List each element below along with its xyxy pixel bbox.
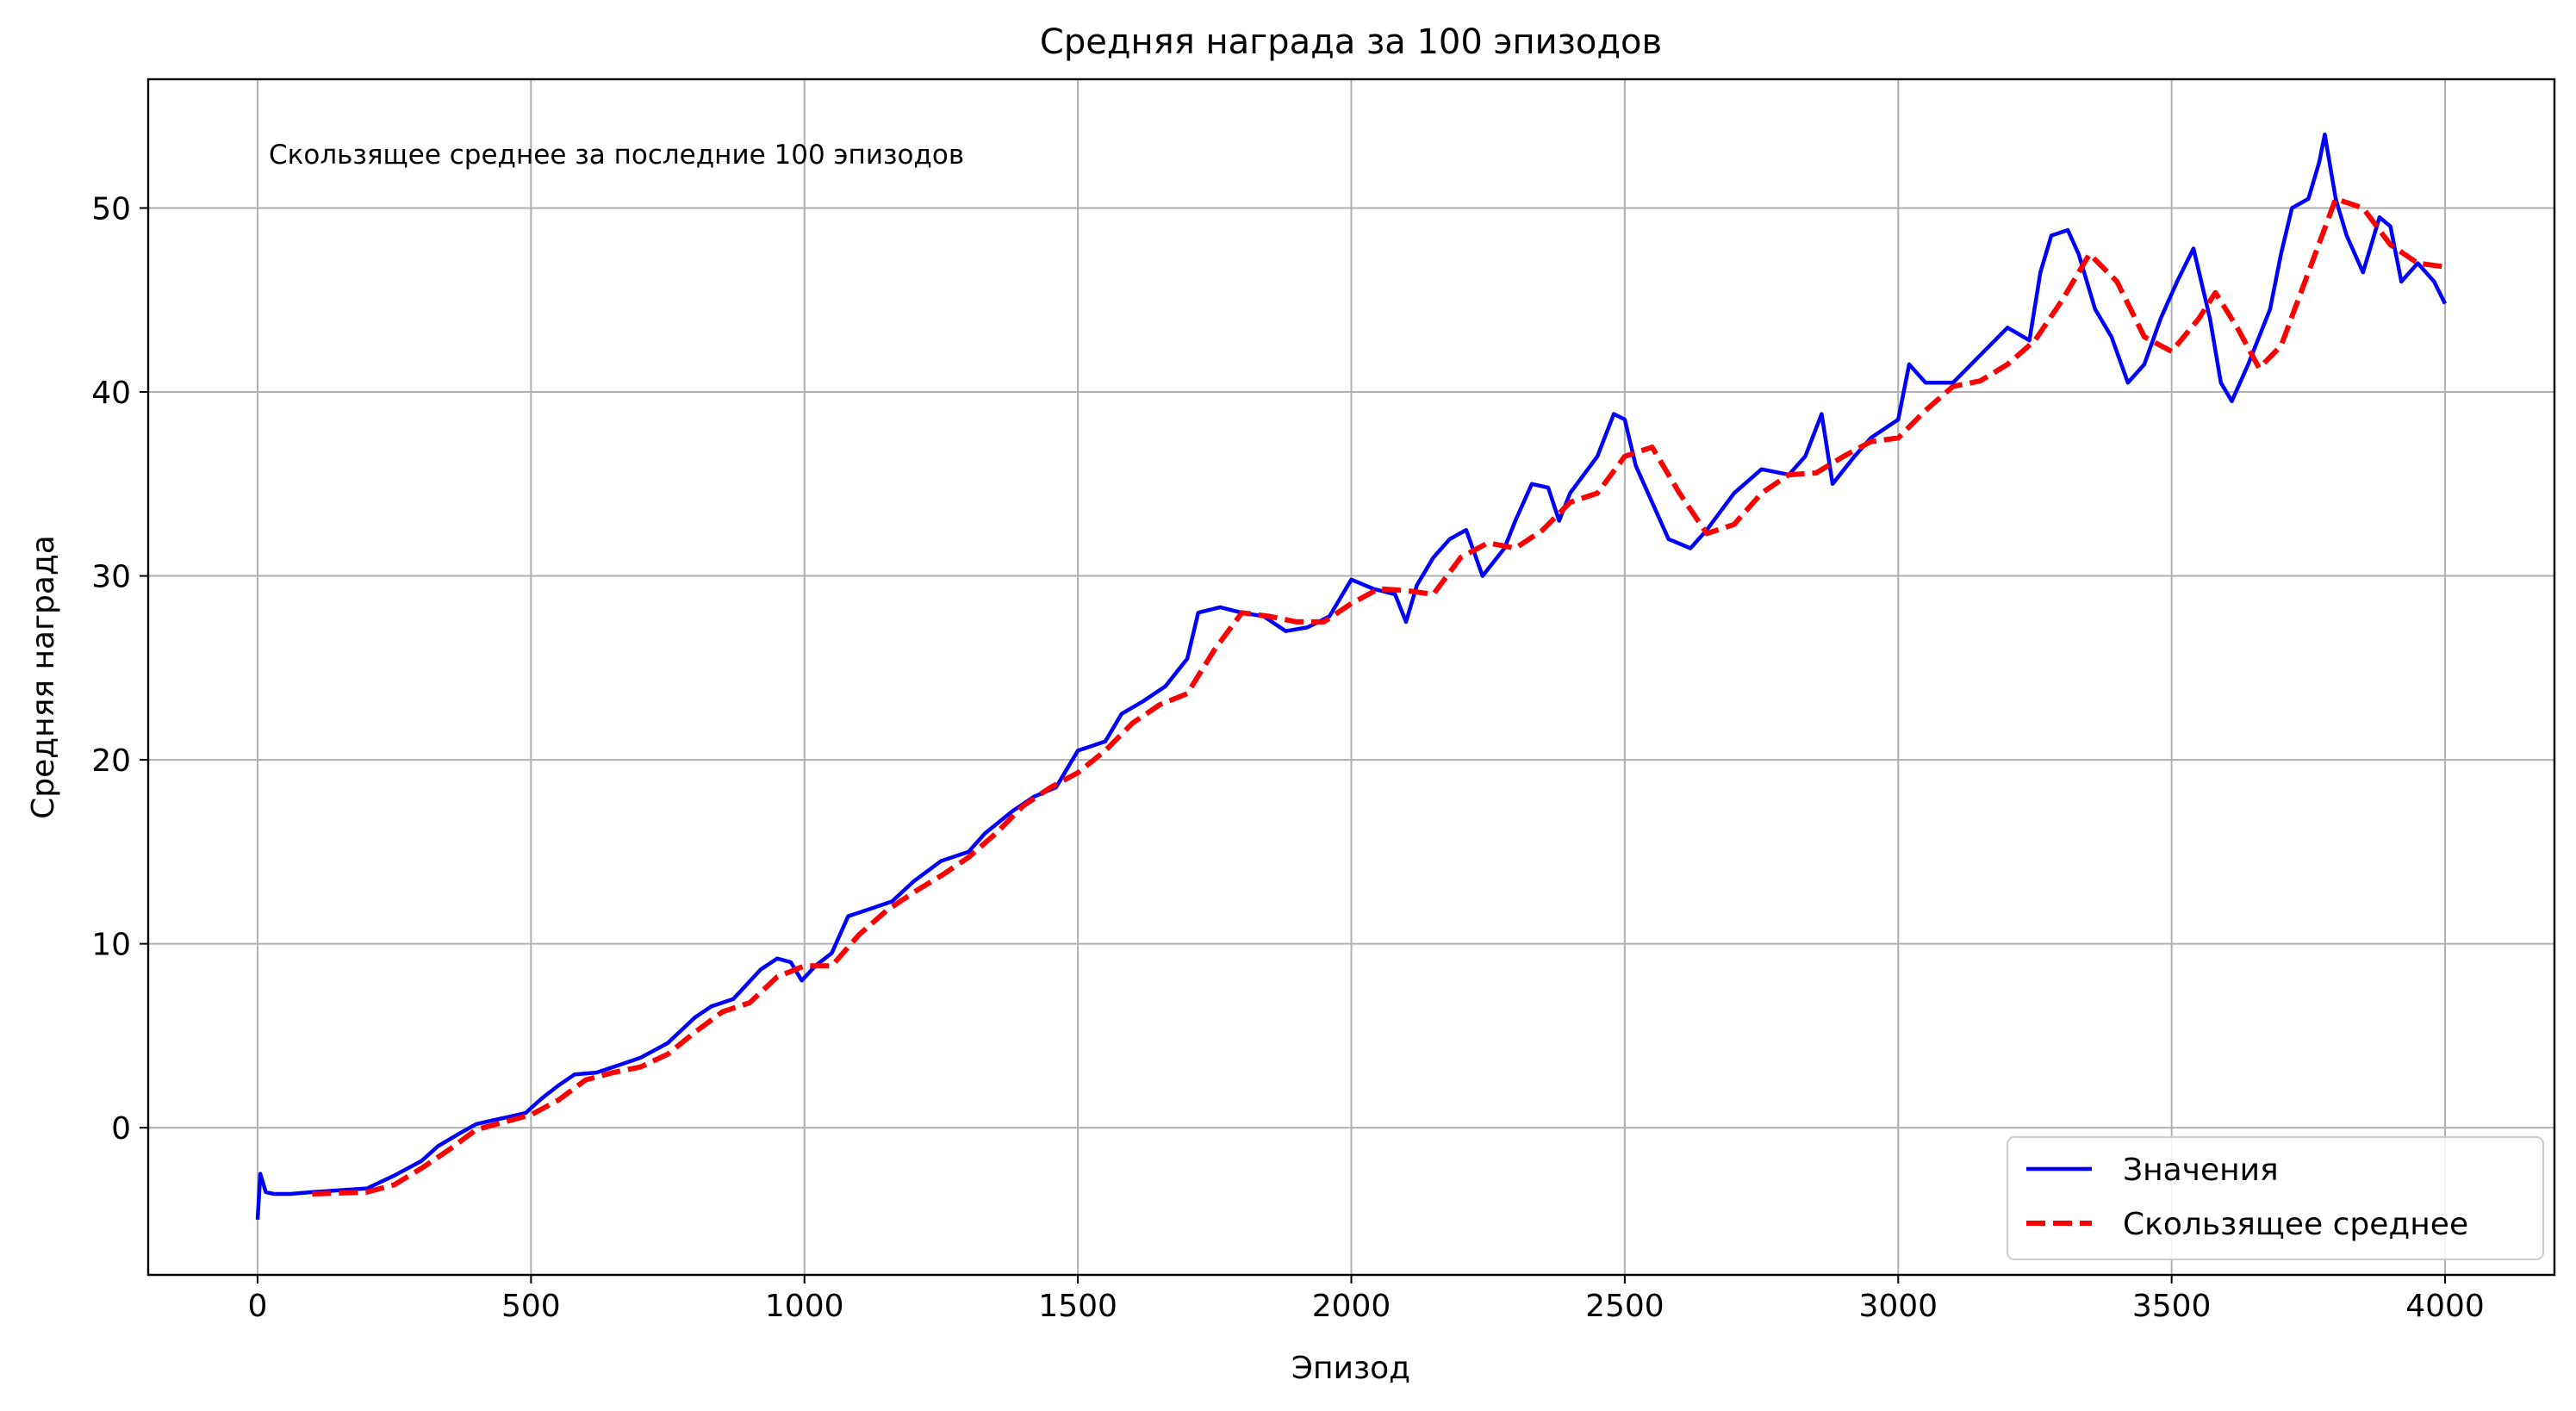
series-line-moving-average <box>312 196 2446 1197</box>
y-tick-label: 30 <box>91 560 131 595</box>
x-tick-label: 2000 <box>1312 1289 1391 1324</box>
y-tick-label: 50 <box>91 191 131 227</box>
annotation-text: Скользящее среднее за последние 100 эпиз… <box>269 140 964 171</box>
x-tick-label: 4000 <box>2405 1289 2485 1324</box>
grid <box>148 79 2554 1275</box>
y-tick-label: 20 <box>91 743 131 779</box>
chart-title: Средняя награда за 100 эпизодов <box>1040 22 1662 62</box>
x-axis-label: Эпизод <box>1291 1351 1410 1386</box>
y-axis-label: Средняя награда <box>26 535 61 819</box>
x-tick-label: 1500 <box>1038 1289 1117 1324</box>
x-tick-label: 2500 <box>1585 1289 1664 1324</box>
x-tick-label: 0 <box>248 1289 268 1324</box>
y-tick-label: 10 <box>91 928 131 963</box>
legend: Значения Скользящее среднее <box>2007 1136 2544 1260</box>
x-tick-label: 500 <box>501 1289 561 1324</box>
series-line-values <box>255 132 2448 1221</box>
x-tick-label: 3000 <box>1858 1289 1938 1324</box>
plot-area <box>255 132 2448 1221</box>
legend-label-moving-average: Скользящее среднее <box>2123 1207 2468 1242</box>
y-tick-label: 0 <box>111 1111 131 1147</box>
legend-label-values: Значения <box>2123 1153 2279 1188</box>
x-tick-label: 3500 <box>2132 1289 2212 1324</box>
y-tick-label: 40 <box>91 376 131 411</box>
legend-box <box>2007 1136 2544 1260</box>
axis-ticks: 0 500 1000 1500 2000 2500 3000 3500 4000 0 10 20 30 4… <box>91 191 2485 1324</box>
x-tick-label: 1000 <box>765 1289 844 1324</box>
